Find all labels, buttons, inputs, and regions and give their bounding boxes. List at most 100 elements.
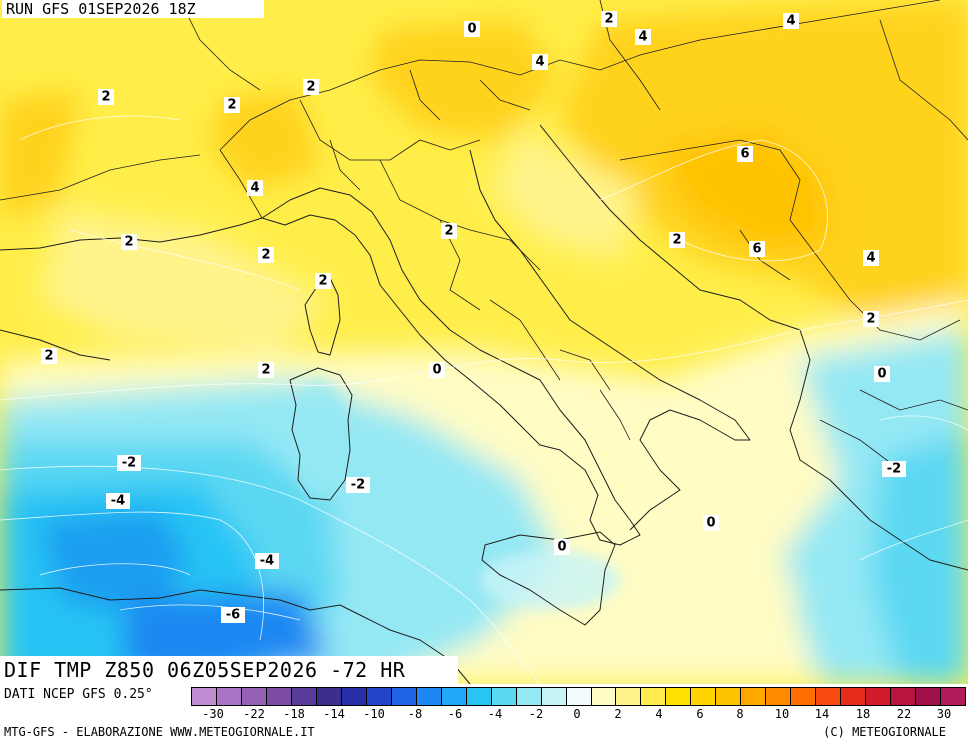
svg-text:-4: -4 xyxy=(111,494,125,509)
contour-label: 2 xyxy=(121,234,137,250)
footer-credit: MTG-GFS - ELABORAZIONE WWW.METEOGIORNALE… xyxy=(4,725,315,739)
svg-text:4: 4 xyxy=(866,251,875,266)
contour-label: 6 xyxy=(749,241,765,257)
contour-label: 2 xyxy=(41,348,57,364)
colorbar-swatch xyxy=(766,688,791,705)
colorbar-tick-label: -14 xyxy=(323,707,345,721)
contour-label: 2 xyxy=(224,97,240,113)
colorbar-swatch xyxy=(292,688,317,705)
svg-text:6: 6 xyxy=(740,147,749,162)
svg-text:2: 2 xyxy=(101,90,110,105)
colorbar-swatch xyxy=(941,688,965,705)
contour-label: -2 xyxy=(346,477,370,493)
svg-text:4: 4 xyxy=(638,30,647,45)
contour-label: -4 xyxy=(106,493,130,509)
colorbar-tick-label: -2 xyxy=(529,707,543,721)
contour-label: 2 xyxy=(303,79,319,95)
colorbar-swatch xyxy=(392,688,417,705)
colorbar-swatch xyxy=(691,688,716,705)
colorbar-swatch xyxy=(666,688,691,705)
colorbar-tick-label: 18 xyxy=(856,707,870,721)
colorbar-tick-label: 10 xyxy=(775,707,789,721)
colorbar-tick-label: -4 xyxy=(488,707,502,721)
svg-text:4: 4 xyxy=(250,181,259,196)
colorbar-swatch xyxy=(217,688,242,705)
colorbar-swatch xyxy=(542,688,567,705)
svg-text:2: 2 xyxy=(318,274,327,289)
colorbar-tick-label: 4 xyxy=(655,707,662,721)
colorbar-tick-label: 0 xyxy=(573,707,580,721)
colorbar-tick-label: -30 xyxy=(202,707,224,721)
colorbar-swatch xyxy=(242,688,267,705)
colorbar-swatch xyxy=(492,688,517,705)
colorbar-tick-label: -18 xyxy=(283,707,305,721)
colorbar-swatch xyxy=(367,688,392,705)
contour-label: 2 xyxy=(258,247,274,263)
svg-text:2: 2 xyxy=(306,80,315,95)
svg-text:2: 2 xyxy=(227,98,236,113)
svg-text:0: 0 xyxy=(467,22,476,37)
colorbar-swatch xyxy=(741,688,766,705)
colorbar-ticks: -30-22-18-14-10-8-6-4-2024681014182230 xyxy=(0,707,968,723)
contour-label: 2 xyxy=(601,11,617,27)
svg-text:2: 2 xyxy=(261,363,270,378)
colorbar-swatch xyxy=(317,688,342,705)
contour-label: 2 xyxy=(315,273,331,289)
colorbar-swatch xyxy=(467,688,492,705)
svg-text:2: 2 xyxy=(124,235,133,250)
contour-label: 2 xyxy=(863,311,879,327)
svg-text:-6: -6 xyxy=(226,608,240,623)
svg-text:0: 0 xyxy=(877,367,886,382)
svg-text:0: 0 xyxy=(557,540,566,555)
colorbar-swatch xyxy=(641,688,666,705)
colorbar-swatch xyxy=(567,688,592,705)
svg-text:2: 2 xyxy=(261,248,270,263)
colorbar-swatch xyxy=(592,688,617,705)
contour-label: 4 xyxy=(247,180,263,196)
svg-text:-2: -2 xyxy=(122,456,136,471)
colorbar-swatch xyxy=(816,688,841,705)
colorbar-swatch xyxy=(916,688,941,705)
colorbar-tick-label: 8 xyxy=(736,707,743,721)
contour-label: 2 xyxy=(669,232,685,248)
colorbar-swatch xyxy=(866,688,891,705)
contour-label: 4 xyxy=(783,13,799,29)
colorbar-tick-label: 30 xyxy=(937,707,951,721)
contour-label: 2 xyxy=(258,362,274,378)
svg-text:2: 2 xyxy=(444,224,453,239)
colorbar-tick-label: -22 xyxy=(243,707,265,721)
colorbar-swatch xyxy=(417,688,442,705)
svg-text:6: 6 xyxy=(752,242,761,257)
contour-label: 6 xyxy=(737,146,753,162)
data-source: DATI NCEP GFS 0.25° xyxy=(4,687,153,702)
colorbar-tick-label: 2 xyxy=(614,707,621,721)
colorbar-swatch xyxy=(791,688,816,705)
colorbar xyxy=(191,687,966,706)
svg-text:0: 0 xyxy=(706,516,715,531)
colorbar-swatch xyxy=(192,688,217,705)
colorbar-swatch xyxy=(442,688,467,705)
contour-label: -2 xyxy=(882,461,906,477)
contour-label: -4 xyxy=(255,553,279,569)
colorbar-tick-label: 14 xyxy=(815,707,829,721)
colorbar-swatch xyxy=(616,688,641,705)
contour-label: 0 xyxy=(464,21,480,37)
svg-text:2: 2 xyxy=(44,349,53,364)
colorbar-swatch xyxy=(517,688,542,705)
svg-text:2: 2 xyxy=(604,12,613,27)
svg-text:2: 2 xyxy=(672,233,681,248)
svg-text:4: 4 xyxy=(786,14,795,29)
colorbar-swatch xyxy=(841,688,866,705)
contour-label: 0 xyxy=(874,366,890,382)
colorbar-tick-label: -10 xyxy=(363,707,385,721)
contour-label: 4 xyxy=(863,250,879,266)
svg-text:4: 4 xyxy=(535,55,544,70)
colorbar-tick-label: 6 xyxy=(696,707,703,721)
colorbar-swatch xyxy=(342,688,367,705)
contour-label: 0 xyxy=(429,362,445,378)
temperature-anomaly-map: 0 2 4 4 2 2 2 4 6 2 6 2 2 2 4 4 2 2 2 0 … xyxy=(0,0,968,684)
colorbar-tick-label: -6 xyxy=(448,707,462,721)
colorbar-swatch xyxy=(891,688,916,705)
svg-text:-2: -2 xyxy=(887,462,901,477)
colorbar-tick-label: 22 xyxy=(897,707,911,721)
